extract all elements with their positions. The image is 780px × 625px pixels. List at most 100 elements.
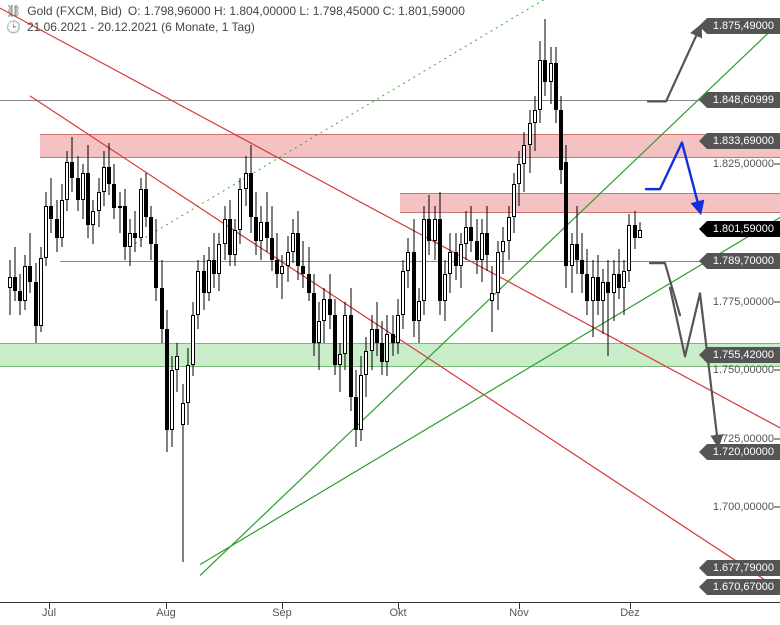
candlestick [212, 233, 216, 288]
candlestick [485, 206, 489, 272]
candlestick [322, 288, 326, 343]
candlestick [81, 164, 85, 219]
candlestick [8, 260, 12, 315]
candlestick [270, 206, 274, 272]
price-level-label: 1.670,67000 [707, 579, 780, 595]
candlestick [118, 192, 122, 233]
candlestick [448, 233, 452, 293]
candlestick [517, 151, 521, 206]
candlestick [627, 214, 631, 283]
trendlines-layer [0, 0, 780, 625]
x-axis [0, 602, 780, 603]
candlestick [543, 19, 547, 96]
candlestick [254, 192, 258, 255]
price-level-label: 1.789,70000 [707, 253, 780, 269]
horizontal-level [0, 100, 780, 101]
candlestick [617, 249, 621, 298]
candlestick [591, 260, 595, 337]
candlestick [228, 200, 232, 266]
candlestick [622, 260, 626, 315]
candlestick [406, 238, 410, 287]
horizontal-level [60, 261, 780, 262]
x-axis-label: Nov [509, 607, 529, 619]
candlestick [217, 233, 221, 291]
price-zone [400, 193, 780, 213]
candlestick [585, 249, 589, 315]
price-level-label: 1.720,00000 [707, 444, 780, 460]
candlestick [549, 47, 553, 105]
candlestick [44, 192, 48, 266]
price-level-label: 1.833,69000 [707, 133, 780, 149]
price-level-label: 1.848,60999 [707, 92, 780, 108]
chart-container[interactable]: ⛓ Gold (FXCM, Bid) O: 1.798,96000 H: 1.8… [0, 0, 780, 625]
instrument-icon: ⛓ [6, 4, 21, 18]
candlestick [39, 247, 43, 332]
y-tick [774, 370, 780, 371]
candlestick [296, 211, 300, 280]
candlestick [149, 206, 153, 261]
candlestick [533, 96, 537, 151]
x-axis-label: Jul [42, 607, 56, 619]
candlestick [538, 41, 542, 123]
candlestick [102, 151, 106, 206]
candlestick [601, 269, 605, 335]
y-tick [774, 438, 780, 439]
candlestick [97, 178, 101, 227]
candlestick [317, 302, 321, 371]
candlestick [554, 47, 558, 124]
candlestick [244, 156, 248, 205]
candlestick [454, 233, 458, 280]
candlestick [422, 206, 426, 316]
candlestick [291, 219, 295, 263]
candlestick [512, 173, 516, 233]
chart-header: ⛓ Gold (FXCM, Bid) O: 1.798,96000 H: 1.8… [6, 4, 465, 36]
candlestick [76, 156, 80, 211]
candlestick [133, 211, 137, 252]
candlestick [23, 255, 27, 310]
candlestick [165, 310, 169, 453]
candlestick [633, 211, 637, 249]
candlestick [91, 200, 95, 244]
candlestick [396, 299, 400, 354]
y-tick [774, 164, 780, 165]
candlestick [412, 219, 416, 337]
candlestick [144, 173, 148, 228]
candlestick [181, 384, 185, 562]
candlestick [522, 132, 526, 192]
candlestick [359, 356, 363, 441]
candlestick [333, 299, 337, 376]
candlestick [612, 260, 616, 320]
candlestick [564, 145, 568, 288]
candlestick [370, 315, 374, 370]
candlestick [469, 206, 473, 253]
current-price-label: 1.801,59000 [707, 221, 780, 237]
candlestick [385, 315, 389, 375]
x-axis-label: Aug [156, 607, 176, 619]
candlestick [107, 143, 111, 195]
candlestick [86, 145, 90, 238]
candlestick [123, 189, 127, 260]
candlestick [459, 233, 463, 288]
candlestick [349, 288, 353, 411]
candlestick [280, 255, 284, 299]
candlestick [307, 247, 311, 302]
candlestick [175, 343, 179, 392]
candlestick [13, 247, 17, 302]
candlestick [312, 274, 316, 356]
candlestick [438, 192, 442, 315]
candlestick [65, 151, 69, 211]
candlestick [401, 260, 405, 329]
candlestick [391, 315, 395, 356]
candlestick [507, 206, 511, 261]
candlestick [443, 260, 447, 320]
candlestick [28, 233, 32, 293]
candlestick [238, 178, 242, 244]
x-axis-label: Dez [620, 607, 640, 619]
price-level-label: 1.755,42000 [707, 347, 780, 363]
candlestick [170, 356, 174, 446]
candlestick [196, 260, 200, 329]
candlestick [433, 206, 437, 261]
y-axis-label: 1.700,00000 [713, 501, 774, 513]
candlestick [286, 236, 290, 283]
candlestick [49, 178, 53, 233]
